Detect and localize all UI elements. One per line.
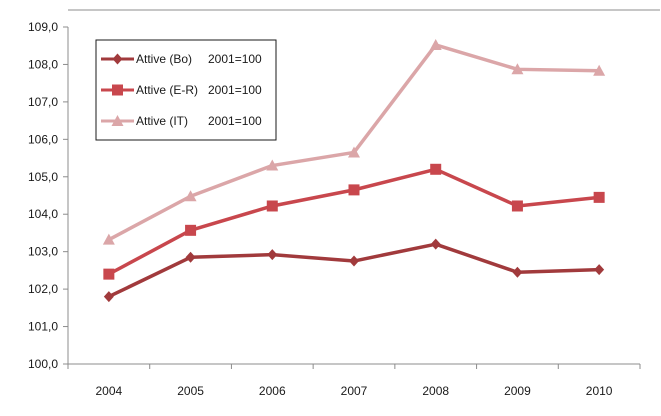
data-point [348, 184, 360, 196]
x-tick-label: 2004 [96, 384, 123, 398]
data-point [103, 268, 115, 280]
data-point [512, 266, 523, 278]
y-tick-label: 103,0 [28, 245, 58, 259]
legend-base-label: 2001=100 [208, 114, 262, 128]
y-tick-label: 108,0 [28, 57, 58, 71]
data-point [593, 191, 605, 203]
y-tick-label: 105,0 [28, 170, 58, 184]
series-line [108, 242, 600, 299]
data-point [511, 200, 523, 212]
legend-swatch-marker [112, 53, 123, 65]
series-1 [103, 238, 605, 303]
data-point [185, 224, 197, 236]
legend-swatch-marker [112, 84, 123, 96]
y-tick-label: 101,0 [28, 320, 58, 334]
x-tick-label: 2006 [259, 384, 286, 398]
legend-base-label: 2001=100 [208, 83, 262, 97]
x-axis-ticks: 2004 2005 2006 2007 2008 2009 2010 [67, 364, 641, 398]
data-point [266, 200, 278, 212]
legend-swatch-marker [111, 115, 124, 126]
y-tick-label: 107,0 [28, 95, 58, 109]
legend-item: Attive (E-R) 2001=100 [101, 83, 262, 97]
data-point [184, 190, 197, 202]
data-point [103, 291, 114, 303]
legend-label: Attive (IT) [136, 114, 188, 128]
x-tick-label: 2008 [422, 384, 449, 398]
legend-item: Attive (IT) 2001=100 [101, 114, 262, 128]
data-point [349, 255, 359, 267]
x-tick-label: 2009 [504, 384, 531, 398]
x-tick-label: 2005 [177, 384, 204, 398]
data-point [348, 146, 360, 158]
data-point [185, 251, 196, 263]
x-tick-label: 2007 [341, 384, 368, 398]
legend-base-label: 2001=100 [208, 52, 262, 66]
y-tick-label: 102,0 [28, 282, 58, 296]
x-tick-label: 2010 [586, 384, 613, 398]
series-layer [102, 38, 606, 303]
data-point [266, 159, 279, 171]
legend-item: Attive (Bo) 2001=100 [101, 52, 262, 66]
data-point [102, 233, 115, 245]
legend-label: Attive (Bo) [136, 52, 192, 66]
data-point [430, 238, 441, 250]
data-point [594, 264, 605, 276]
y-tick-label: 104,0 [28, 207, 58, 221]
series-3 [102, 38, 606, 245]
data-point [267, 249, 278, 261]
y-axis-ticks: 100,0 101,0 102,0 103,0 104,0 105,0 106,0 107,0… [28, 20, 68, 371]
data-point [430, 163, 442, 175]
y-tick-label: 109,0 [28, 20, 58, 34]
legend-label: Attive (E-R) [136, 83, 198, 97]
data-point [593, 64, 606, 76]
series-2 [103, 163, 605, 280]
y-tick-label: 100,0 [28, 357, 58, 371]
y-tick-label: 106,0 [28, 132, 58, 146]
data-point [429, 38, 442, 50]
data-point [511, 63, 524, 75]
